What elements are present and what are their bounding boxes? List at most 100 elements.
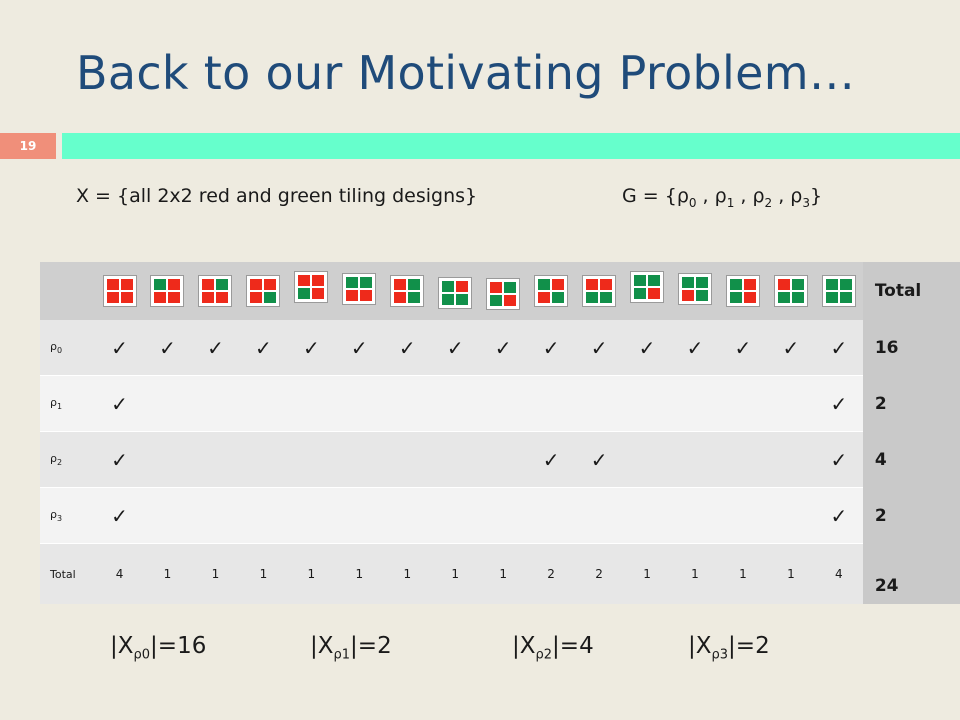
red-square [600, 279, 613, 290]
column-total: 4 [95, 543, 144, 604]
red-square [154, 292, 167, 303]
green-square [586, 292, 599, 303]
check-cell [718, 487, 767, 544]
fixed-point-table: Total ρ0 ✓ ✓ ✓ ✓ ✓ ✓ ✓ ✓ ✓ ✓ ✓ ✓ ✓ ✓ ✓ ✓ 16 ρ1 ✓ ✓ 2 ρ2 ✓ ✓ ✓ ✓ 4 ρ3 ✓… [40, 262, 960, 604]
check-cell [239, 487, 288, 544]
red-square [743, 279, 756, 290]
row-total: 4 [862, 431, 960, 488]
tile-header-cell [527, 262, 576, 320]
tile-header-cell [431, 262, 480, 320]
check-cell: ✓ [95, 487, 144, 544]
tiling-design-tile [631, 272, 664, 302]
green-square [695, 277, 708, 288]
total-row-label: Total [40, 543, 96, 604]
tile-header-cell [287, 262, 336, 320]
check-cell: ✓ [143, 320, 192, 376]
green-square [600, 292, 613, 303]
tiling-design-tile [199, 276, 232, 306]
red-square [312, 288, 325, 299]
check-cell [479, 375, 528, 432]
check-cell [623, 487, 671, 544]
tiling-design-tile [247, 276, 280, 306]
tiling-design-tile [151, 276, 184, 306]
group-element: ρ1 , [714, 185, 753, 210]
check-cell [239, 431, 288, 488]
green-square [648, 275, 661, 286]
row-total: 2 [862, 375, 960, 432]
check-cell [575, 487, 624, 544]
check-cell: ✓ [766, 320, 815, 376]
tile-header-cell [191, 262, 240, 320]
table-header-row: Total [40, 262, 960, 320]
tile-header-cell [718, 262, 767, 320]
tile-header-cell [335, 262, 384, 320]
green-square [408, 279, 421, 290]
check-cell: ✓ [671, 320, 719, 376]
tiling-design-tile [295, 272, 328, 302]
tiling-design-tile [535, 276, 568, 306]
red-square [250, 279, 263, 290]
check-cell: ✓ [527, 320, 576, 376]
check-cell [431, 375, 480, 432]
check-cell: ✓ [814, 375, 863, 432]
check-cell [479, 487, 528, 544]
red-square [106, 292, 119, 303]
tile-header-cell [766, 262, 815, 320]
row-label: ρ2 [40, 431, 96, 488]
x-set-definition: X = {all 2x2 red and green tiling design… [76, 185, 478, 207]
tiling-design-tile [343, 274, 376, 304]
check-cell: ✓ [479, 320, 528, 376]
red-square [552, 279, 565, 290]
check-cell [431, 431, 480, 488]
check-cell [287, 487, 336, 544]
slide-number-badge: 19 [0, 133, 56, 159]
green-square [216, 279, 229, 290]
red-square [394, 279, 407, 290]
tiling-design-tile [678, 274, 711, 304]
check-cell: ✓ [575, 431, 624, 488]
red-square [298, 275, 311, 286]
green-square [839, 292, 852, 303]
tile-header-cell [479, 262, 528, 320]
check-cell: ✓ [95, 431, 144, 488]
red-square [743, 292, 756, 303]
red-square [456, 281, 469, 292]
green-square [408, 292, 421, 303]
tiling-design-tile [583, 276, 616, 306]
check-cell [335, 431, 384, 488]
row-label: ρ3 [40, 487, 96, 544]
fixed-count-rho0: |Xρ0|=16 [110, 633, 207, 663]
check-cell [718, 431, 767, 488]
green-square [360, 277, 373, 288]
check-cell: ✓ [239, 320, 288, 376]
check-cell [191, 375, 240, 432]
green-square [695, 290, 708, 301]
check-cell [287, 375, 336, 432]
check-cell [718, 375, 767, 432]
red-square [490, 282, 503, 293]
green-square [490, 295, 503, 306]
table-row: ρ2 ✓ ✓ ✓ ✓ 4 [40, 431, 960, 488]
red-square [681, 290, 694, 301]
check-cell: ✓ [191, 320, 240, 376]
red-square [264, 279, 277, 290]
green-square [552, 292, 565, 303]
column-total: 4 [814, 543, 863, 604]
green-square [777, 292, 790, 303]
check-cell [383, 431, 432, 488]
green-square [791, 279, 804, 290]
column-total: 1 [431, 543, 480, 604]
table-row: ρ0 ✓ ✓ ✓ ✓ ✓ ✓ ✓ ✓ ✓ ✓ ✓ ✓ ✓ ✓ ✓ ✓ 16 [40, 320, 960, 376]
red-square [504, 295, 517, 306]
red-square [120, 292, 133, 303]
check-cell [623, 375, 671, 432]
group-element: ρ0 , [676, 185, 715, 210]
check-cell [527, 375, 576, 432]
fixed-count-rho2: |Xρ2|=4 [512, 633, 594, 663]
check-cell [479, 431, 528, 488]
row-label: ρ0 [40, 320, 96, 376]
column-total: 1 [623, 543, 671, 604]
green-square [729, 279, 742, 290]
group-definition: G = {ρ0 , ρ1 , ρ2 , ρ3} [622, 185, 822, 210]
column-total: 1 [191, 543, 240, 604]
